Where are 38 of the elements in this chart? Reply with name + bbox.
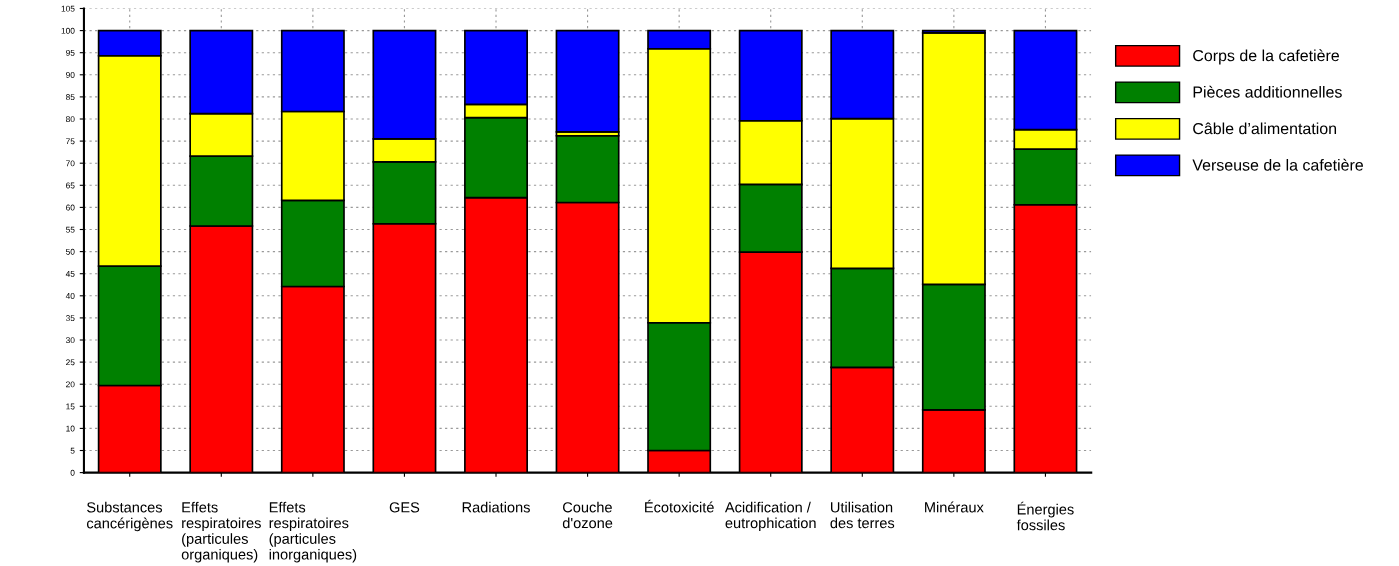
x-tick-label: Substances cancérigènes — [86, 501, 173, 532]
y-tick-label: 85 — [66, 94, 75, 100]
y-tick-label: 100 — [61, 27, 75, 34]
y-tick-label: 70 — [66, 160, 75, 167]
x-tick-label: Effets respiratoires (particules organiques) — [181, 501, 261, 563]
x-tick-label: Utilisation des terres — [830, 501, 895, 529]
y-tick-label: 75 — [66, 138, 75, 145]
y-tick-label: 45 — [65, 270, 75, 277]
y-tick-label: 60 — [66, 204, 75, 211]
x-tick-label: Écotoxicité — [645, 499, 714, 513]
legend-label: Corps de la cafetière — [1193, 49, 1339, 65]
y-tick-label: 80 — [66, 116, 75, 123]
y-tick-label: 30 — [65, 337, 75, 344]
y-tick-label: 50 — [65, 248, 75, 255]
legend-label: Câble d’alimentation — [1193, 122, 1337, 135]
y-tick-label: 10 — [66, 425, 75, 432]
y-tick-label: 5 — [70, 447, 75, 454]
x-tick-label: Couche d'ozone — [562, 501, 613, 529]
y-tick-label: 95 — [66, 49, 75, 56]
y-tick-label: 0 — [70, 469, 75, 476]
x-tick-label: GES — [389, 502, 420, 513]
legend-label: Pièces additionnelles — [1193, 85, 1342, 98]
y-tick-label: 90 — [66, 71, 75, 78]
x-tick-label: Effets respiratoires (particules inorganiques) — [269, 501, 357, 563]
y-tick-label: 105 — [61, 5, 75, 12]
legend-label: Verseuse de la cafetière — [1192, 158, 1363, 171]
y-tick-label: 15 — [66, 403, 75, 410]
y-tick-label: 40 — [65, 293, 75, 299]
y-tick-label: 20 — [66, 381, 75, 388]
y-tick-label: 55 — [65, 226, 75, 233]
x-tick-label: Minéraux — [925, 501, 984, 513]
x-tick-label: Énergies fossiles — [1016, 501, 1074, 531]
bar — [555, 29, 620, 133]
y-tick-label: 25 — [66, 359, 75, 366]
x-tick-label: Acidification / eutrophication — [724, 501, 816, 532]
y-tick-label: 35 — [65, 315, 75, 321]
y-tick-label: 65 — [66, 182, 75, 189]
x-tick-label: Radiations — [462, 501, 530, 513]
